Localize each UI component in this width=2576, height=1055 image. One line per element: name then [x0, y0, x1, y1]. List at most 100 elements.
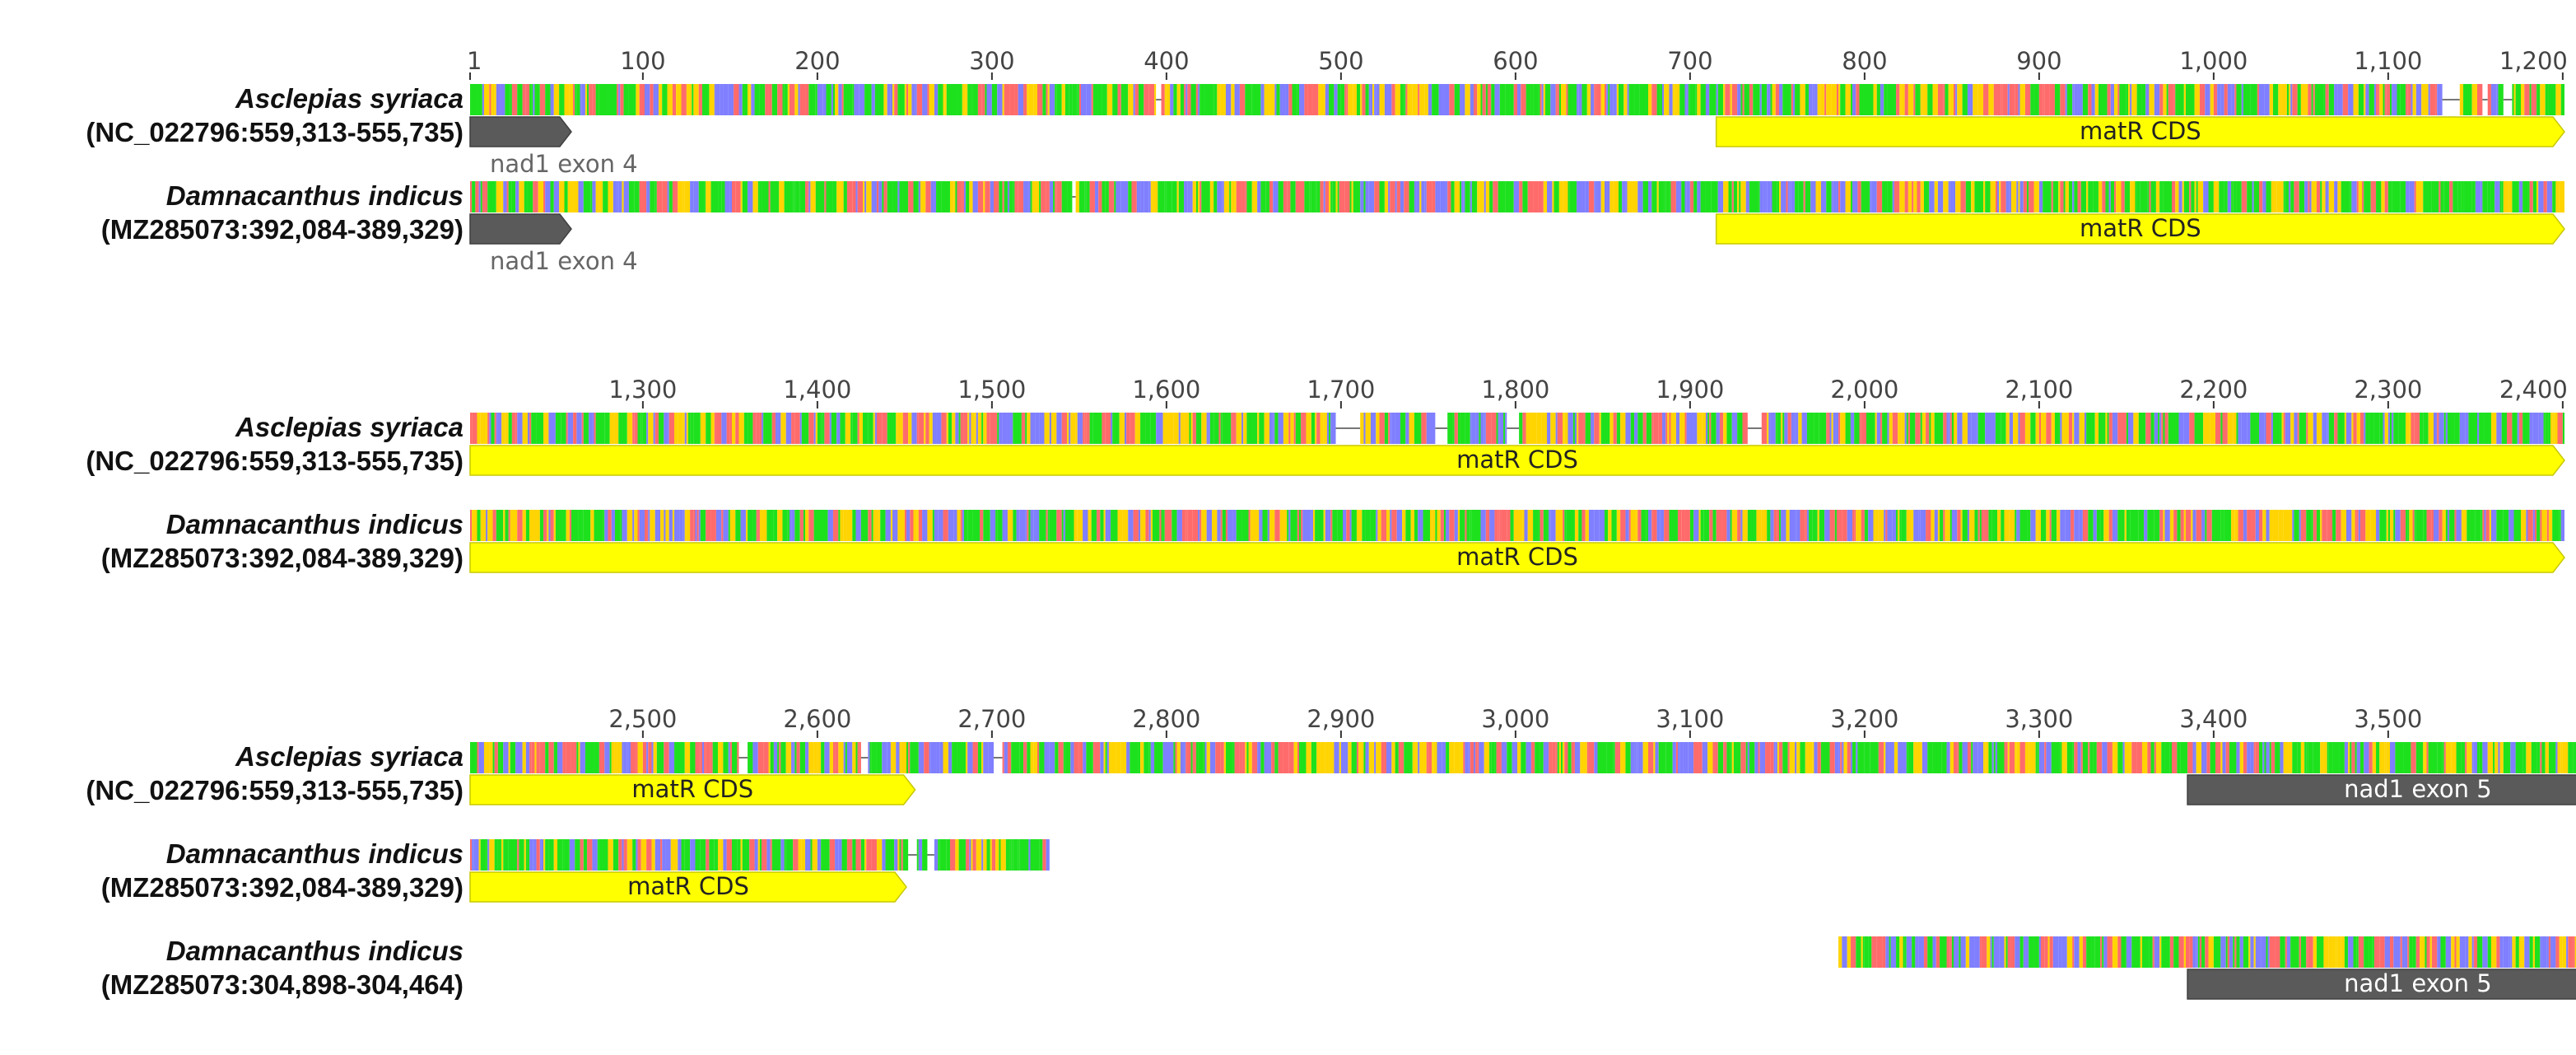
sequence-bar — [470, 510, 2564, 541]
sequence-bar — [470, 413, 2564, 444]
ruler-tick-mark — [816, 72, 818, 80]
ruler-tick-label: 3,500 — [2354, 705, 2422, 733]
feature-arrow — [469, 542, 2565, 573]
feature-label: matR CDS — [1456, 543, 1578, 571]
ruler-tick-mark — [1339, 731, 1342, 738]
ruler-tick-label: 3,400 — [2179, 705, 2248, 733]
sequence-track[interactable]: Damnacanthus indicus (MZ285073:392,084-38… — [101, 509, 2565, 573]
sequence-bar — [470, 839, 1050, 871]
ruler-tick-mark — [1339, 401, 1342, 408]
sequence-bar — [470, 181, 2564, 212]
ruler-tick-label: 2,900 — [1307, 705, 1375, 733]
sequence-accession: (MZ285073:392,084-389,329) — [101, 872, 463, 903]
ruler-tick-mark — [990, 401, 993, 408]
ruler-tick-label: 100 — [620, 47, 665, 75]
ruler-tick-mark — [1165, 401, 1167, 408]
ruler-tick-mark — [1339, 72, 1342, 80]
feature-label: matR CDS — [2080, 117, 2201, 145]
ruler-tick-mark — [2561, 401, 2564, 408]
ruler-tick-label: 300 — [969, 47, 1014, 75]
ruler-tick-mark — [2212, 731, 2215, 738]
matr-cds-feature[interactable]: matR CDS — [469, 774, 916, 805]
ruler-tick-mark — [1165, 72, 1167, 80]
feature-label: matR CDS — [627, 872, 749, 900]
sequence-track[interactable]: Asclepias syriaca(NC_022796:559,313-555,… — [86, 83, 2565, 178]
sequence-name: Damnacanthus indicus — [166, 838, 463, 869]
sequence-track[interactable]: Damnacanthus indicus(MZ285073:392,084-38… — [101, 838, 1050, 903]
ruler-tick-mark — [816, 401, 818, 408]
matr-cds-feature[interactable]: matR CDS — [1715, 213, 2565, 245]
ruler-tick-mark — [1863, 731, 1866, 738]
ruler-tick-mark — [641, 401, 644, 408]
ruler-tick-label: 3,000 — [1481, 705, 1549, 733]
ruler-tick-mark — [641, 731, 644, 738]
sequence-name: Asclepias syriaca — [235, 83, 463, 114]
feature-arrow — [469, 774, 916, 805]
ruler-tick-label: 400 — [1144, 47, 1189, 75]
feature-label: nad1 exon 5 — [2344, 969, 2492, 997]
ruler-tick-label: 1,900 — [1656, 376, 1724, 404]
nad1-exon-feature[interactable]: nad1 exon 4 — [469, 116, 638, 178]
ruler-tick-label: 2,500 — [608, 705, 677, 733]
alignment-block-1: 1 100 200 300 400 500 600 700 800 900 1,000 1,100 1,… — [86, 47, 2568, 275]
ruler-tick-mark — [1165, 731, 1167, 738]
ruler-tick-mark — [469, 72, 471, 80]
feature-label: matR CDS — [631, 775, 753, 803]
feature-arrow — [469, 445, 2565, 476]
ruler-tick-mark — [2561, 72, 2564, 80]
feature-label: nad1 exon 5 — [2344, 775, 2492, 803]
ruler-tick-label: 3,300 — [2005, 705, 2073, 733]
matr-cds-feature[interactable]: matR CDS — [1715, 116, 2565, 147]
matr-cds-feature[interactable]: matR CDS — [469, 542, 2565, 573]
ruler-tick-label: 1,300 — [608, 376, 677, 404]
sequence-accession: (NC_022796:559,313-555,735) — [86, 446, 463, 476]
sequence-bar — [470, 742, 2576, 773]
feature-arrow — [469, 213, 572, 245]
feature-arrow — [2187, 774, 2576, 805]
nad1-exon-feature[interactable]: nad1 exon 4 — [469, 213, 638, 275]
ruler-tick-label: 2,000 — [1830, 376, 1898, 404]
ruler-tick-label: 700 — [1667, 47, 1712, 75]
ruler-tick-mark — [2387, 72, 2389, 80]
ruler-tick-label: 800 — [1842, 47, 1887, 75]
sequence-track[interactable]: Damnacanthus indicus(MZ285073:304,898-30… — [101, 936, 2576, 1000]
sequence-accession: (MZ285073:392,084-389,329) — [101, 543, 463, 573]
ruler-tick-label: 1,100 — [2354, 47, 2422, 75]
position-ruler: 1 100 200 300 400 500 600 700 800 900 1,000 1,100 1,… — [467, 47, 2568, 80]
feature-label: nad1 exon 4 — [490, 150, 638, 178]
nad1-exon-feature[interactable]: nad1 exon 5 — [2187, 969, 2576, 1000]
nad1-exon-feature[interactable]: nad1 exon 5 — [2187, 774, 2576, 805]
ruler-tick-mark — [990, 731, 993, 738]
ruler-tick-label: 1,500 — [957, 376, 1026, 404]
ruler-tick-label: 2,600 — [783, 705, 851, 733]
sequence-accession: (MZ285073:392,084-389,329) — [101, 214, 463, 245]
ruler-tick-mark — [2387, 401, 2389, 408]
ruler-tick-mark — [2038, 72, 2040, 80]
sequence-name: Damnacanthus indicus — [166, 509, 463, 539]
ruler-tick-label: 1,800 — [1481, 376, 1549, 404]
ruler-tick-label: 600 — [1493, 47, 1538, 75]
feature-arrow — [469, 116, 572, 147]
matr-cds-feature[interactable]: matR CDS — [469, 871, 907, 903]
matr-cds-feature[interactable]: matR CDS — [469, 445, 2565, 476]
feature-label: nad1 exon 4 — [490, 247, 638, 275]
ruler-tick-mark — [1514, 72, 1516, 80]
feature-label: matR CDS — [2080, 214, 2201, 242]
ruler-tick-label: 2,200 — [2179, 376, 2248, 404]
sequence-track[interactable]: Damnacanthus indicus(MZ285073:392,084-38… — [101, 180, 2565, 275]
ruler-tick-label: 1,400 — [783, 376, 851, 404]
sequence-track[interactable]: Asclepias syriaca(NC_022796:559,313-555,… — [86, 741, 2576, 805]
ruler-tick-label: 3,100 — [1656, 705, 1724, 733]
ruler-tick-label: 1,600 — [1132, 376, 1200, 404]
sequence-bar — [470, 84, 2564, 115]
feature-arrow — [469, 871, 907, 903]
feature-arrow — [1715, 116, 2565, 147]
ruler-tick-label: 200 — [794, 47, 840, 75]
ruler-tick-label: 2,300 — [2354, 376, 2422, 404]
position-ruler: 1,300 1,400 1,500 1,600 1,700 1,800 1,900 2,000… — [608, 376, 2568, 408]
ruler-tick-label: 3,200 — [1830, 705, 1898, 733]
alignment-block-3: 2,500 2,600 2,700 2,800 2,900 3,000 3,100 3,200… — [86, 705, 2576, 1000]
ruler-tick-label: 900 — [2016, 47, 2061, 75]
sequence-track[interactable]: Asclepias syriaca(NC_022796:559,313-555,… — [86, 412, 2565, 476]
sequence-accession: (NC_022796:559,313-555,735) — [86, 775, 463, 805]
